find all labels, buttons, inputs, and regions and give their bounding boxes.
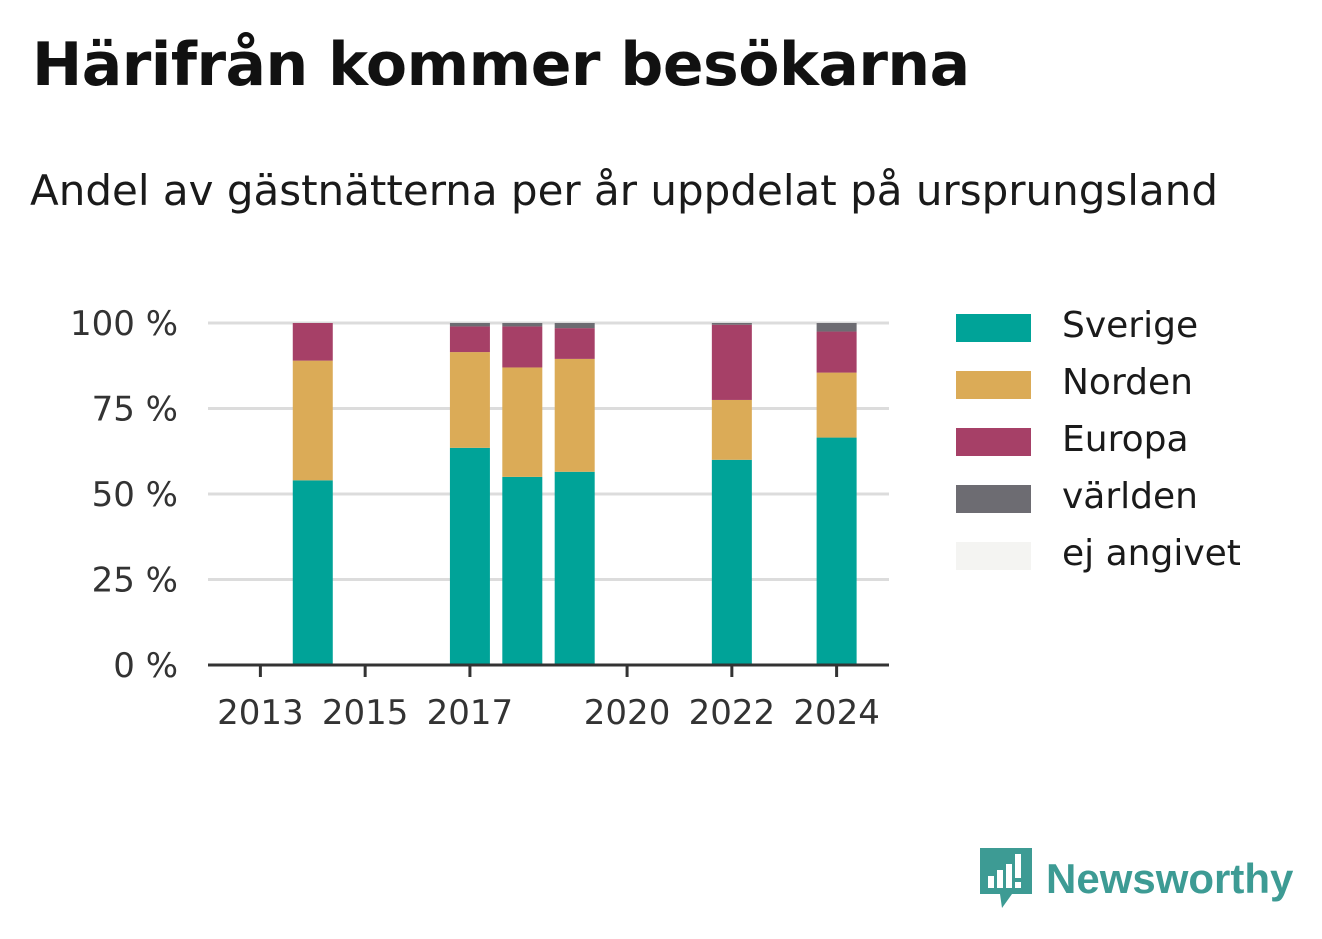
y-tick-label: 0 % <box>113 646 178 686</box>
bar-segment <box>292 480 333 665</box>
bar-segment <box>711 399 752 460</box>
bar-segment <box>292 323 333 361</box>
bar-segment <box>816 437 857 665</box>
legend-label: Europa <box>1062 419 1189 460</box>
y-tick-label: 75 % <box>92 390 178 430</box>
bar-segment <box>816 323 857 332</box>
bar-segment <box>449 323 490 327</box>
y-tick-label: 100 % <box>70 304 178 344</box>
legend-label: världen <box>1062 476 1198 517</box>
bar-segment <box>449 447 490 665</box>
bar-segment <box>816 372 857 438</box>
legend-label: ej angivet <box>1062 533 1241 574</box>
x-tick-label: 2015 <box>322 693 409 733</box>
bar-segment <box>502 323 543 327</box>
x-tick-label: 2013 <box>217 693 304 733</box>
x-tick-label: 2020 <box>584 693 671 733</box>
chart-subtitle: Andel av gästnätterna per år uppdelat på… <box>30 166 1218 215</box>
legend-swatch <box>956 542 1031 570</box>
bar-segment <box>449 326 490 353</box>
legend-swatch <box>956 485 1031 513</box>
bar-segment <box>502 367 543 477</box>
y-tick-label: 25 % <box>92 561 178 601</box>
bar-segment <box>554 471 595 665</box>
x-tick-label: 2017 <box>427 693 514 733</box>
bar-segment <box>554 328 595 359</box>
bar-segment <box>711 323 752 325</box>
bar-segment <box>449 352 490 448</box>
bar-segment <box>554 358 595 472</box>
y-tick-label: 50 % <box>92 475 178 515</box>
legend-swatch <box>956 428 1031 456</box>
chart-title: Härifrån kommer besökarna <box>32 30 970 100</box>
bar-segment <box>502 476 543 665</box>
legend-swatch <box>956 314 1031 342</box>
bar-segment <box>711 459 752 665</box>
bar-segment <box>816 331 857 373</box>
chart-bubble-icon <box>980 848 1032 908</box>
bar-segment <box>711 324 752 400</box>
brand-logo: Newsworthy <box>980 848 1293 910</box>
bar-segment <box>292 360 333 481</box>
legend-label: Sverige <box>1062 305 1199 346</box>
legend-label: Norden <box>1062 362 1193 403</box>
bar-segment <box>502 326 543 368</box>
bar-segment <box>554 323 595 329</box>
x-tick-label: 2022 <box>689 693 776 733</box>
x-tick-label: 2024 <box>793 693 880 733</box>
brand-name: Newsworthy <box>1046 855 1294 902</box>
legend-swatch <box>956 371 1031 399</box>
